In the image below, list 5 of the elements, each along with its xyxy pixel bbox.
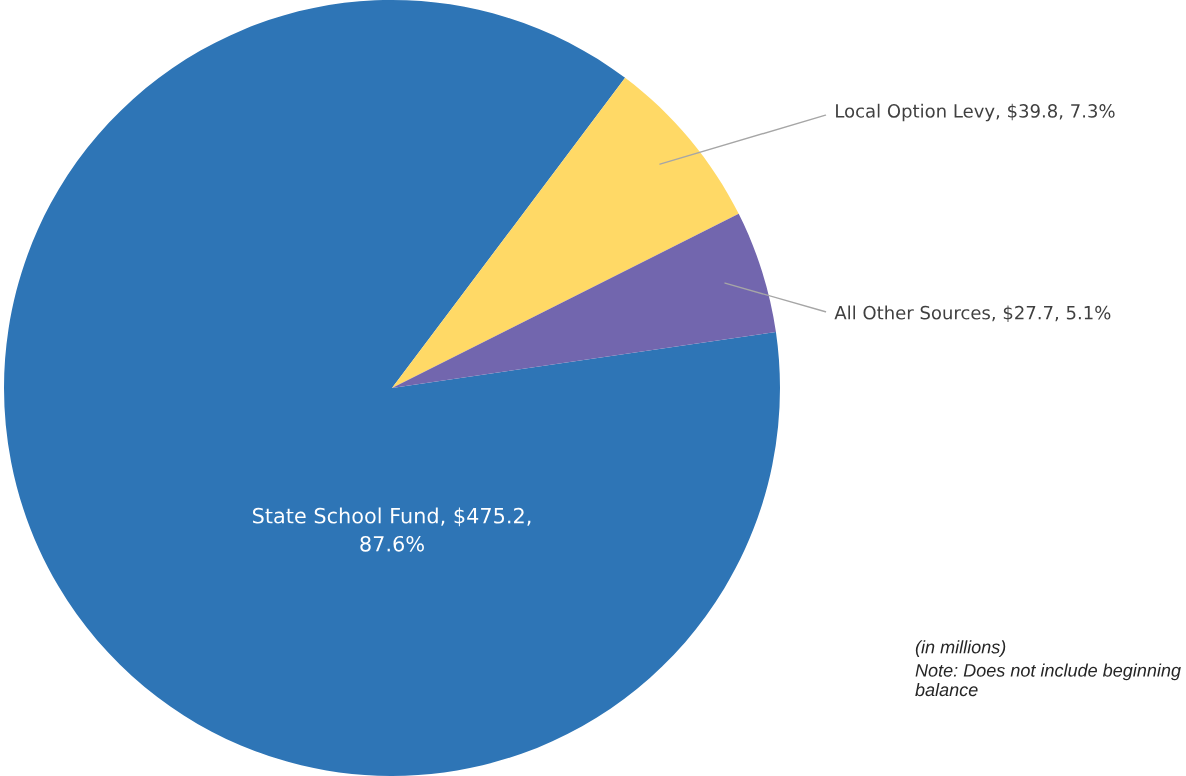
- slice-label: Local Option Levy, $39.8, 7.3%: [836, 103, 1115, 122]
- text: Note: Does not include beginning balance: [915, 663, 1181, 697]
- text: (in millions): [915, 640, 1006, 658]
- slice-label: State School Fund, $475.2, 87.6%: [252, 507, 531, 552]
- slice-label: All Other Sources, $27.7, 5.1%: [834, 305, 1111, 322]
